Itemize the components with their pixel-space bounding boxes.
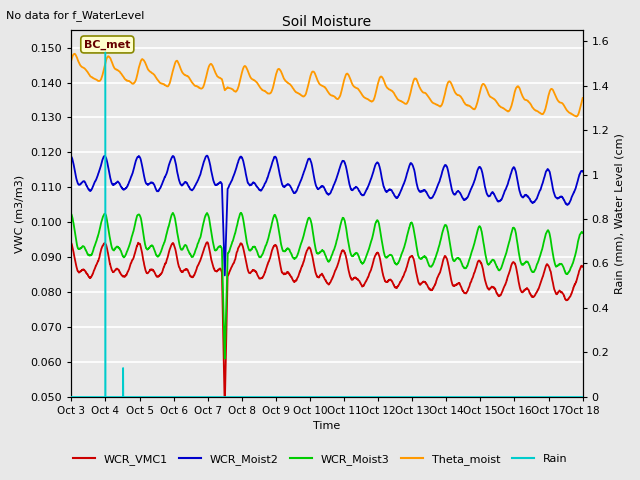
Text: No data for f_WaterLevel: No data for f_WaterLevel [6,10,145,21]
Legend: WCR_VMC1, WCR_Moist2, WCR_Moist3, Theta_moist, Rain: WCR_VMC1, WCR_Moist2, WCR_Moist3, Theta_… [68,450,572,469]
Text: BC_met: BC_met [84,39,131,49]
X-axis label: Time: Time [314,421,340,432]
Y-axis label: Rain (mm), Water Level (cm): Rain (mm), Water Level (cm) [615,133,625,294]
Title: Soil Moisture: Soil Moisture [282,15,372,29]
Y-axis label: VWC (m3/m3): VWC (m3/m3) [15,174,25,252]
